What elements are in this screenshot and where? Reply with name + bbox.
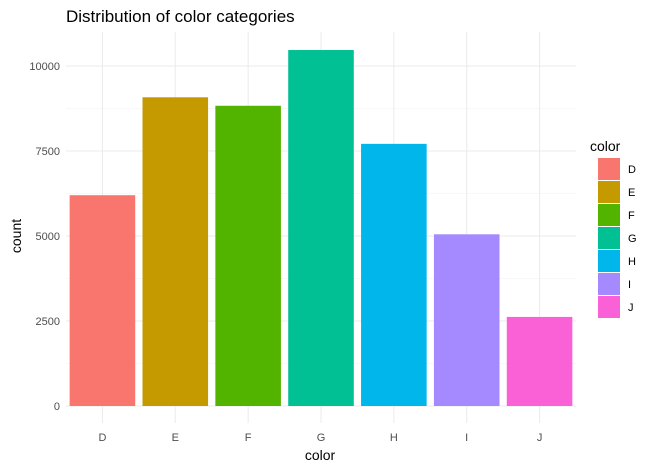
y-axis-title: count: [8, 219, 24, 253]
x-tick-label: D: [98, 432, 106, 444]
legend-key-H: [598, 250, 620, 272]
bars: [69, 50, 573, 407]
bar-F: [215, 105, 281, 406]
bar-G: [288, 50, 354, 407]
x-axis-title: color: [305, 447, 336, 463]
bar-J: [506, 316, 573, 406]
bar-E: [142, 97, 209, 406]
chart-title: Distribution of color categories: [66, 7, 295, 26]
x-tick-label: H: [390, 432, 398, 444]
legend-key-I: [598, 273, 620, 295]
legend-label-D: D: [628, 164, 636, 176]
y-tick-label: 10000: [29, 61, 60, 73]
x-tick-label: I: [465, 432, 468, 444]
legend-label-E: E: [628, 187, 635, 199]
y-tick-label: 5000: [36, 231, 60, 243]
legend-label-F: F: [628, 210, 635, 222]
legend-key-D: [598, 158, 620, 180]
x-tick-label: J: [537, 432, 543, 444]
legend-label-I: I: [628, 279, 631, 291]
x-tick-label: G: [317, 432, 326, 444]
legend-label-J: J: [628, 302, 634, 314]
legend-label-H: H: [628, 256, 636, 268]
legend-key-J: [598, 296, 620, 318]
x-tick-label: E: [172, 432, 179, 444]
x-axis-ticks: D E F G H I J: [98, 432, 542, 444]
y-tick-label: 7500: [36, 146, 60, 158]
legend-key-G: [598, 227, 620, 249]
legend-label-G: G: [628, 233, 637, 245]
bar-H: [361, 143, 427, 407]
y-tick-label: 2500: [36, 316, 60, 328]
x-tick-label: F: [245, 432, 252, 444]
bar-I: [433, 234, 500, 406]
legend-title: color: [590, 138, 621, 154]
legend-key-E: [598, 181, 620, 203]
legend-key-F: [598, 204, 620, 226]
bar-D: [69, 195, 136, 406]
y-tick-label: 0: [54, 401, 60, 413]
y-axis-ticks: 0 2500 5000 7500 10000: [29, 61, 60, 413]
